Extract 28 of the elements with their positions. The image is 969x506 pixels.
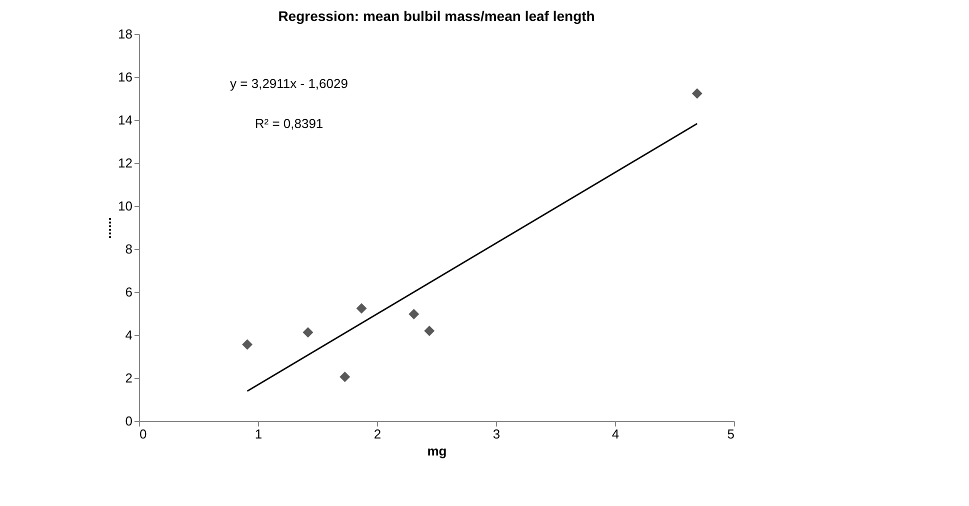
x-tick-label: 2 — [374, 426, 382, 442]
y-tick-label: 8 — [125, 242, 132, 256]
x-tick-label: 5 — [727, 426, 734, 442]
y-tick-label: 16 — [118, 70, 132, 84]
y-tick-label: 18 — [118, 26, 132, 42]
point — [356, 303, 367, 314]
point — [424, 326, 435, 336]
annotation: R² = 0,8391 — [254, 116, 324, 131]
point — [692, 88, 702, 99]
x-axis-title: mg — [427, 444, 447, 458]
chart-title: Regression: mean bulbil mass/mean leaf length — [278, 8, 595, 24]
y-tick-label: 6 — [125, 284, 132, 300]
point — [242, 339, 253, 350]
y-axis-title: ...... — [99, 217, 114, 239]
x-tick-label: 4 — [612, 426, 620, 442]
point — [302, 327, 314, 338]
point — [408, 308, 420, 320]
annotation: y = 3,2911x - 1,6029 — [230, 76, 348, 91]
point — [340, 372, 350, 382]
x-tick-label: 1 — [254, 426, 262, 442]
y-tick-label: 10 — [118, 198, 132, 214]
x-tick-label: 0 — [140, 426, 147, 442]
y-tick-label: 0 — [125, 414, 132, 428]
y-tick-label: 12 — [118, 156, 132, 170]
y-tick-label: 4 — [125, 328, 132, 342]
y-tick-label: 14 — [118, 112, 132, 128]
y-tick-label: 2 — [125, 370, 132, 386]
x-tick-label: 3 — [492, 426, 500, 442]
